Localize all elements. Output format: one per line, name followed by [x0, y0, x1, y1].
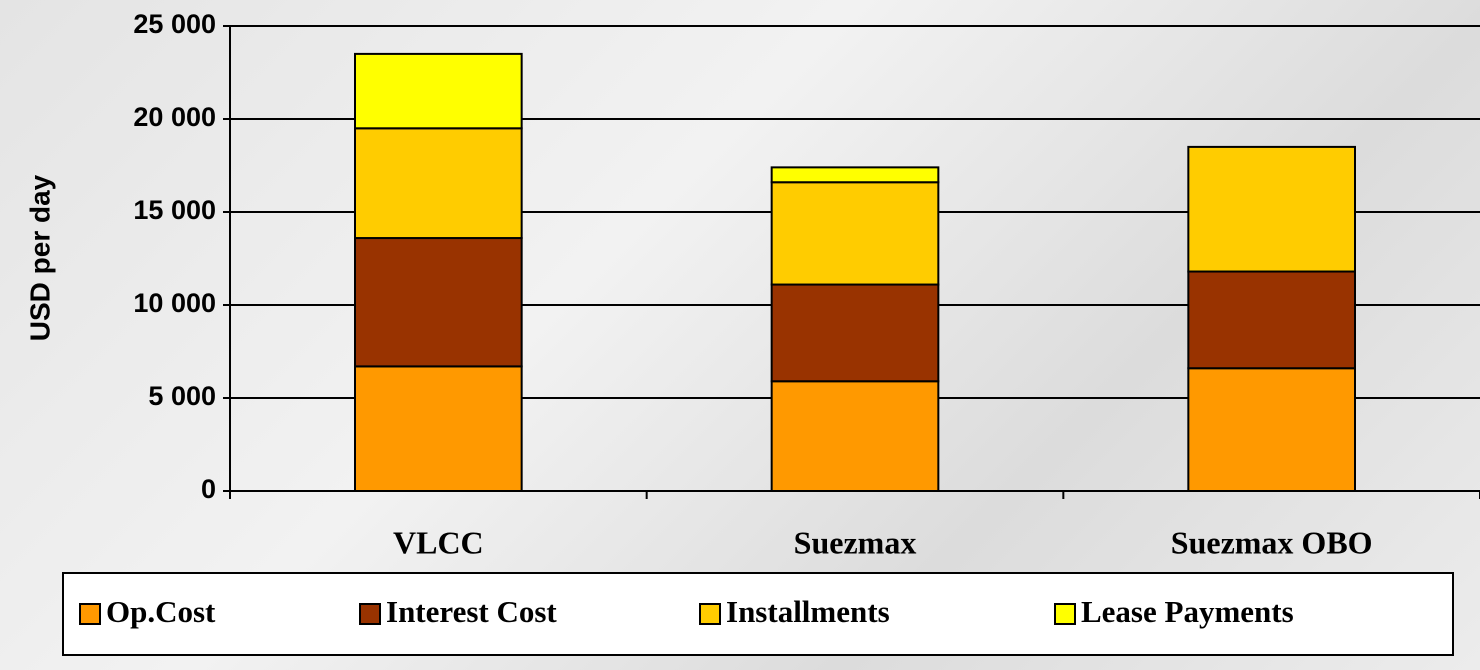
legend-box — [62, 572, 1454, 656]
y-tick-label: 25 000 — [133, 9, 216, 39]
legend-swatch — [359, 603, 381, 625]
bar-segment — [354, 52, 523, 130]
bar-segment — [770, 181, 940, 286]
y-tick-label: 5 000 — [148, 381, 216, 411]
legend-label: Interest Cost — [386, 594, 557, 629]
bar-segment — [770, 283, 940, 383]
bar-segment — [354, 127, 523, 240]
x-tick-label: Suezmax — [794, 524, 917, 560]
legend-label: Op.Cost — [106, 594, 216, 629]
bar-segment — [354, 237, 523, 368]
x-tick-label: VLCC — [393, 524, 484, 560]
legend-swatch — [1054, 603, 1076, 625]
legend-swatch — [699, 603, 721, 625]
bar-segment — [1187, 145, 1357, 273]
y-axis-label: USD per day — [24, 174, 55, 341]
bar-segment — [1187, 367, 1357, 492]
y-tick-label: 10 000 — [133, 288, 216, 318]
y-tick-label: 15 000 — [133, 195, 216, 225]
bar-segment — [354, 365, 523, 493]
legend-label: Installments — [726, 594, 890, 629]
legend-label: Lease Payments — [1081, 594, 1294, 629]
legend-swatch — [79, 603, 101, 625]
x-tick-label: Suezmax OBO — [1171, 524, 1373, 560]
bar-segment — [770, 166, 940, 184]
y-tick-label: 20 000 — [133, 102, 216, 132]
bar-segment — [770, 380, 940, 493]
bar-segment — [1187, 270, 1357, 370]
y-tick-label: 0 — [201, 474, 216, 504]
